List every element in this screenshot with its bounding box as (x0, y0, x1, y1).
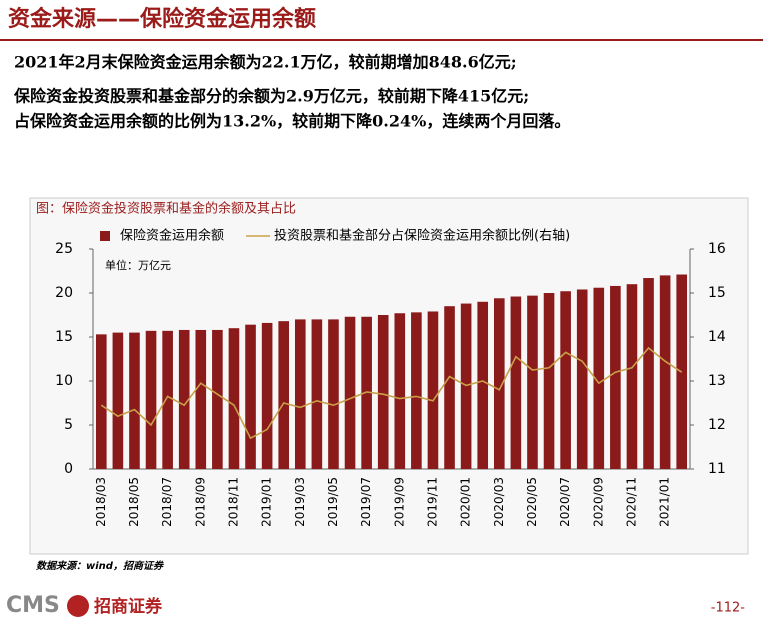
x-tick-label: 2019/01 (260, 477, 274, 527)
y-tick-label: 25 (55, 241, 73, 257)
bar (576, 289, 588, 469)
legend-label: 投资股票和基金部分占保险资金运用余额比例(右轴) (274, 228, 570, 244)
x-tick-label: 2020/11 (624, 477, 638, 527)
bar (195, 329, 207, 469)
bar (162, 330, 173, 469)
bar (212, 329, 223, 469)
x-tick-label: 2020/09 (591, 477, 605, 527)
y2-tick-label: 16 (708, 241, 726, 257)
y2-tick-label: 14 (708, 329, 726, 345)
bar (394, 313, 406, 469)
text-line: 占保险资金运用余额的比例为13.2%，较前期下降0.24%，连续两个月回落。 (14, 112, 570, 131)
bar (593, 287, 605, 469)
x-tick-label: 2018/07 (160, 477, 174, 527)
y2-tick-label: 13 (708, 373, 726, 389)
bar (411, 312, 422, 469)
x-tick-label: 2020/03 (492, 477, 506, 527)
x-tick-label: 2019/03 (293, 477, 307, 527)
bar (361, 316, 372, 469)
bar (294, 319, 306, 469)
bar (344, 316, 356, 469)
bar (460, 303, 472, 469)
y2-tick-label: 12 (708, 417, 726, 433)
slide-title: 资金来源——保险资金运用余额 (8, 6, 316, 32)
y2-tick-label: 11 (708, 461, 726, 477)
bar (311, 319, 323, 469)
bar (427, 311, 439, 469)
x-tick-label: 2018/05 (127, 477, 141, 527)
source: 数据来源：wind，招商证券 (36, 560, 164, 572)
x-tick-label: 2021/01 (658, 477, 672, 527)
bar (543, 293, 555, 469)
x-tick-label: 2020/01 (459, 477, 473, 527)
bar (560, 291, 571, 469)
x-tick-label: 2018/09 (193, 477, 207, 527)
bar (610, 285, 621, 469)
bar (643, 278, 654, 469)
bar (145, 330, 157, 469)
page-number: -112- (711, 601, 746, 616)
text-line: 保险资金投资股票和基金部分的余额为2.9万亿元，较前期下降415亿元; (13, 87, 529, 106)
x-tick-label: 2018/03 (94, 477, 108, 527)
logo: CMS (6, 593, 60, 618)
bar (527, 295, 538, 469)
bar (626, 284, 638, 469)
x-tick-label: 2019/09 (392, 477, 406, 527)
bar (129, 332, 140, 469)
y-tick-label: 15 (55, 329, 73, 345)
unit-note: 单位：万亿元 (105, 258, 171, 272)
bar (261, 322, 273, 469)
y2-tick-label: 15 (708, 285, 726, 301)
bar (477, 301, 489, 469)
x-tick-label: 2019/07 (359, 477, 373, 527)
line (100, 346, 683, 440)
bar (659, 275, 671, 469)
bar (95, 334, 107, 469)
logo-icon (67, 595, 89, 617)
bar (444, 306, 455, 469)
x-tick-label: 2020/05 (525, 477, 539, 527)
x-tick-label: 2019/11 (425, 477, 439, 527)
x-tick-label: 2018/11 (226, 477, 240, 527)
bar (228, 328, 240, 469)
bar (328, 319, 339, 469)
x-tick-label: 2020/07 (558, 477, 572, 527)
company: 招商证券 (94, 596, 163, 617)
bar (245, 324, 256, 469)
chart-title: 图：保险资金投资股票和基金的余额及其占比 (36, 201, 296, 217)
y-tick-label: 0 (64, 461, 73, 477)
y-tick-label: 20 (55, 285, 73, 301)
bar (112, 332, 124, 469)
bar (377, 315, 389, 469)
text-line: 2021年2月末保险资金运用余额为22.1万亿，较前期增加848.6亿元; (14, 53, 517, 72)
y-tick-label: 5 (64, 417, 73, 433)
bar (178, 329, 190, 469)
bar (493, 298, 505, 469)
x-tick-label: 2019/05 (326, 477, 340, 527)
legend-swatch (100, 231, 110, 241)
y-tick-label: 10 (55, 373, 73, 389)
bar (510, 296, 522, 469)
bar (278, 321, 290, 469)
legend-label: 保险资金运用余额 (120, 228, 224, 244)
